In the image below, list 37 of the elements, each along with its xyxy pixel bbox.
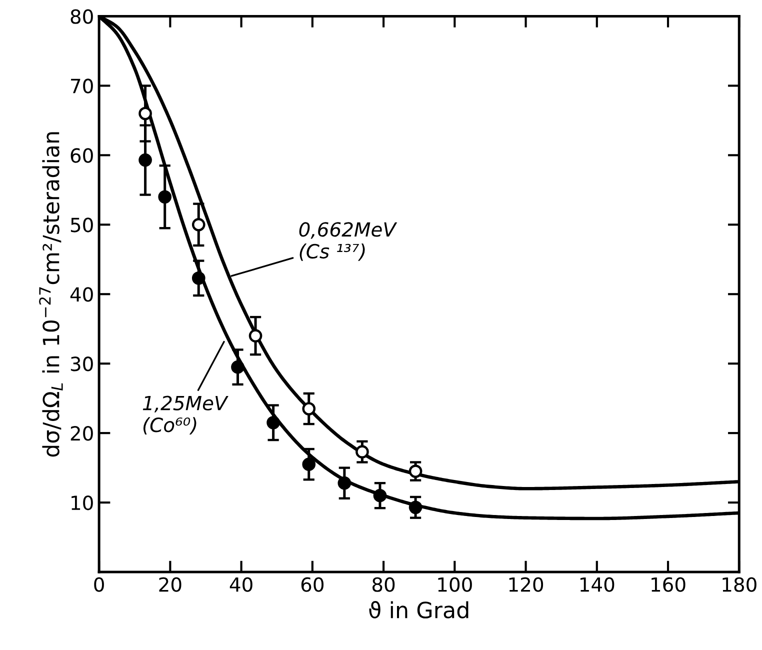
point bbox=[338, 476, 352, 490]
y-tick-label: 10 bbox=[72, 495, 93, 510]
point bbox=[138, 106, 152, 120]
x-tick-label: 80 bbox=[372, 577, 395, 592]
y-tick-label: 40 bbox=[70, 287, 93, 302]
point bbox=[231, 360, 244, 374]
x-tick-label: 140 bbox=[580, 577, 614, 592]
x-axis-title: ϑ in Grad bbox=[369, 601, 468, 618]
x-tick-label: 100 bbox=[438, 577, 472, 592]
point bbox=[192, 271, 206, 285]
y-tick-label: 80 bbox=[70, 9, 93, 24]
x-tick-label: 40 bbox=[230, 577, 252, 592]
y-axis-title: dσ/dΩ$_{L}$ in 10$^{−27}$cm²/steradian bbox=[39, 132, 63, 457]
x-tick-label: 160 bbox=[652, 577, 686, 592]
point bbox=[373, 488, 387, 502]
y-tick-label: 50 bbox=[70, 218, 93, 232]
point bbox=[248, 329, 262, 342]
point bbox=[356, 445, 369, 458]
point bbox=[408, 500, 422, 514]
x-tick-label: 120 bbox=[509, 577, 544, 592]
y-tick-label: 60 bbox=[70, 148, 93, 163]
x-tick-label: 60 bbox=[301, 577, 324, 592]
annotation: 0,662MeV (Cs ¹³⁷) bbox=[299, 222, 398, 261]
annotation: 1,25MeV (Co⁶⁰) bbox=[142, 396, 228, 434]
point bbox=[138, 153, 152, 167]
y-tick-label: 20 bbox=[70, 426, 93, 441]
point bbox=[158, 190, 172, 204]
y-tick-label: 30 bbox=[70, 356, 93, 372]
point bbox=[192, 218, 206, 232]
point bbox=[266, 416, 280, 430]
point bbox=[302, 402, 316, 416]
point bbox=[408, 464, 422, 478]
y-tick-label: 70 bbox=[71, 78, 93, 94]
point bbox=[302, 458, 316, 471]
x-tick-label: 20 bbox=[159, 577, 182, 592]
x-tick-label: 180 bbox=[722, 577, 756, 592]
x-tick-label: 0 bbox=[94, 577, 104, 592]
